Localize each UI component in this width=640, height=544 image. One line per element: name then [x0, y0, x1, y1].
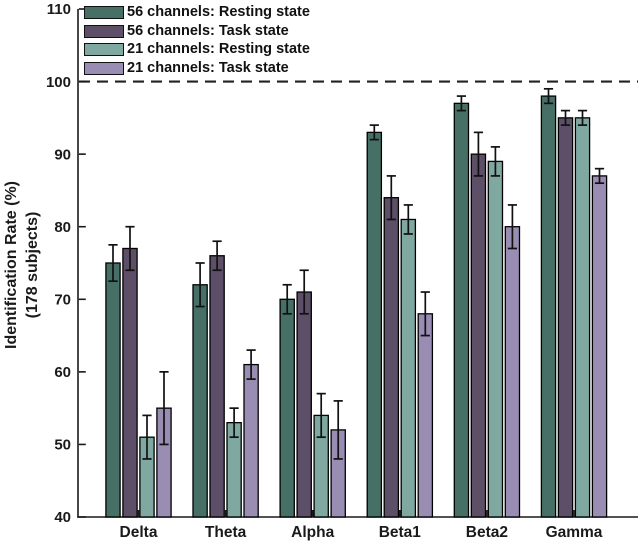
bar-Beta2-s1 — [470, 153, 487, 518]
x-label-Beta1: Beta1 — [379, 524, 422, 541]
y-tick-label-110: 110 — [47, 1, 71, 18]
bar-Beta2-s0 — [453, 102, 470, 518]
x-label-Gamma: Gamma — [546, 524, 603, 541]
bar-Gamma-s3 — [591, 175, 608, 518]
bar-Gamma-s0 — [540, 95, 557, 518]
bar-Delta-s0 — [105, 262, 121, 518]
legend-label-1: 56 channels: Task state — [127, 22, 289, 39]
legend-label-0: 56 channels: Resting state — [127, 4, 310, 21]
y-tick-label-100: 100 — [46, 74, 71, 91]
legend-item-2: 21 channels: Resting state — [84, 40, 310, 59]
bar-Beta2-s2 — [487, 160, 504, 518]
bar-Beta1-s0 — [366, 131, 383, 518]
bar-Gamma-s2 — [574, 117, 591, 518]
legend-label-3: 21 channels: Task state — [127, 60, 289, 77]
bar-Beta1-s1 — [383, 197, 400, 518]
x-label-Alpha: Alpha — [291, 524, 334, 541]
x-label-Beta2: Beta2 — [466, 524, 508, 541]
y-tick-label-80: 80 — [54, 219, 71, 236]
x-label-Theta: Theta — [205, 524, 247, 541]
bar-Theta-s3 — [243, 363, 259, 518]
bar-Alpha-s1 — [296, 291, 312, 518]
y-axis-title-line2: (178 subjects) — [24, 212, 41, 319]
x-label-Delta: Delta — [120, 524, 158, 541]
bar-Beta1-s3 — [417, 313, 434, 518]
y-tick-label-70: 70 — [54, 291, 71, 308]
legend-item-0: 56 channels: Resting state — [84, 3, 310, 22]
legend-swatch-3 — [84, 61, 124, 75]
y-tick-label-40: 40 — [54, 509, 71, 526]
y-tick-label-60: 60 — [54, 364, 71, 381]
legend-swatch-2 — [84, 43, 124, 57]
legend: 56 channels: Resting state 56 channels: T… — [84, 3, 310, 78]
legend-label-2: 21 channels: Resting state — [127, 41, 310, 58]
bar-Beta2-s3 — [504, 226, 521, 518]
bar-Theta-s0 — [192, 284, 208, 518]
bar-Theta-s1 — [209, 255, 225, 518]
bar-Delta-s1 — [122, 247, 138, 518]
y-axis-title-line1: Identification Rate (%) — [3, 181, 20, 349]
bar-Gamma-s1 — [557, 117, 574, 518]
y-tick-label-50: 50 — [54, 437, 71, 454]
legend-swatch-0 — [84, 5, 124, 19]
bar-Beta1-s2 — [400, 218, 417, 518]
bar-Alpha-s0 — [279, 298, 295, 518]
y-tick-label-90: 90 — [54, 146, 71, 163]
legend-item-1: 56 channels: Task state — [84, 22, 310, 41]
legend-swatch-1 — [84, 24, 124, 38]
legend-item-3: 21 channels: Task state — [84, 59, 310, 78]
